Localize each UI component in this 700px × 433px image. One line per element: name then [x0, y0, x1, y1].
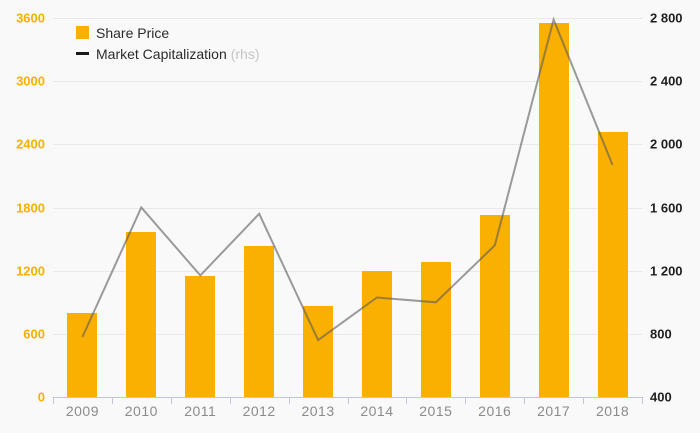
legend-item-market-cap: Market Capitalization (rhs)	[76, 45, 260, 62]
gridline	[53, 207, 642, 209]
x-axis-tickmark	[170, 397, 172, 404]
x-axis-label-2013: 2013	[301, 403, 335, 419]
left-axis-tick-3600: 3600	[16, 10, 45, 26]
right-y-axis: 400 800 1 200 1 600 2 000 2 400 2 800	[650, 0, 700, 433]
x-axis-label-2014: 2014	[360, 403, 394, 419]
bar-2012	[244, 246, 275, 397]
x-axis-tickmark	[111, 397, 113, 404]
bar-2010	[126, 231, 157, 397]
share-price-swatch-icon	[76, 26, 89, 39]
x-axis-label-2011: 2011	[184, 403, 217, 419]
x-axis-label-2018: 2018	[595, 403, 630, 419]
legend-label-share-price: Share Price	[96, 24, 170, 41]
x-axis-tickmark	[465, 397, 467, 404]
bar-2018	[597, 131, 628, 397]
left-axis-tick-2400: 2400	[16, 136, 45, 152]
x-axis-tickmark	[524, 397, 526, 404]
plot-area	[53, 16, 642, 398]
bar-2017	[538, 23, 569, 397]
x-axis-label-2016: 2016	[478, 403, 512, 419]
left-y-axis: 0 600 1200 1800 2400 3000 3600	[0, 0, 45, 433]
gridline	[53, 18, 642, 19]
x-axis-tickmark	[288, 397, 290, 404]
gridline	[53, 333, 642, 335]
x-axis-tickmark	[347, 397, 349, 404]
gridline	[53, 144, 642, 146]
x-axis-tickmark	[229, 397, 231, 404]
market-cap-line	[81, 16, 614, 342]
x-axis-tickmark	[53, 397, 54, 404]
left-axis-tick-1800: 1800	[16, 200, 45, 215]
x-axis-tickmark	[406, 397, 408, 404]
right-axis-tick-400: 400	[650, 389, 672, 405]
legend-label-market-cap: Market Capitalization	[96, 45, 227, 62]
right-axis-tick-1600: 1 600	[650, 200, 683, 215]
left-axis-tick-1200: 1200	[16, 263, 45, 279]
right-axis-tick-800: 800	[650, 326, 672, 342]
right-axis-tick-2800: 2 800	[650, 10, 683, 26]
gridline	[53, 270, 642, 272]
left-axis-tick-600: 600	[23, 326, 45, 342]
legend-item-share-price: Share Price	[76, 24, 260, 41]
legend: Share Price Market Capitalization (rhs)	[76, 24, 260, 62]
bar-2014	[361, 270, 392, 397]
gridline	[53, 81, 642, 83]
bar-2013	[303, 306, 334, 397]
market-cap-line-swatch-icon	[76, 52, 89, 55]
right-axis-tick-2000: 2 000	[650, 136, 683, 152]
x-axis-label-2012: 2012	[242, 403, 276, 419]
bar-2011	[185, 275, 216, 397]
left-axis-tick-3000: 3000	[16, 73, 45, 89]
right-axis-tick-2400: 2 400	[650, 73, 683, 89]
bar-2015	[420, 262, 451, 397]
x-axis-label-2017: 2017	[537, 403, 571, 419]
left-axis-tick-0: 0	[37, 389, 45, 405]
legend-rhs-suffix: (rhs)	[230, 45, 260, 62]
x-axis-tickmark	[583, 397, 585, 404]
right-axis-tick-1200: 1 200	[650, 263, 683, 279]
x-axis-tickmark	[642, 397, 643, 404]
x-axis-label-2009: 2009	[65, 403, 100, 419]
x-axis-label-2015: 2015	[419, 403, 453, 419]
bar-2009	[67, 312, 98, 397]
x-axis-label-2010: 2010	[124, 403, 158, 419]
